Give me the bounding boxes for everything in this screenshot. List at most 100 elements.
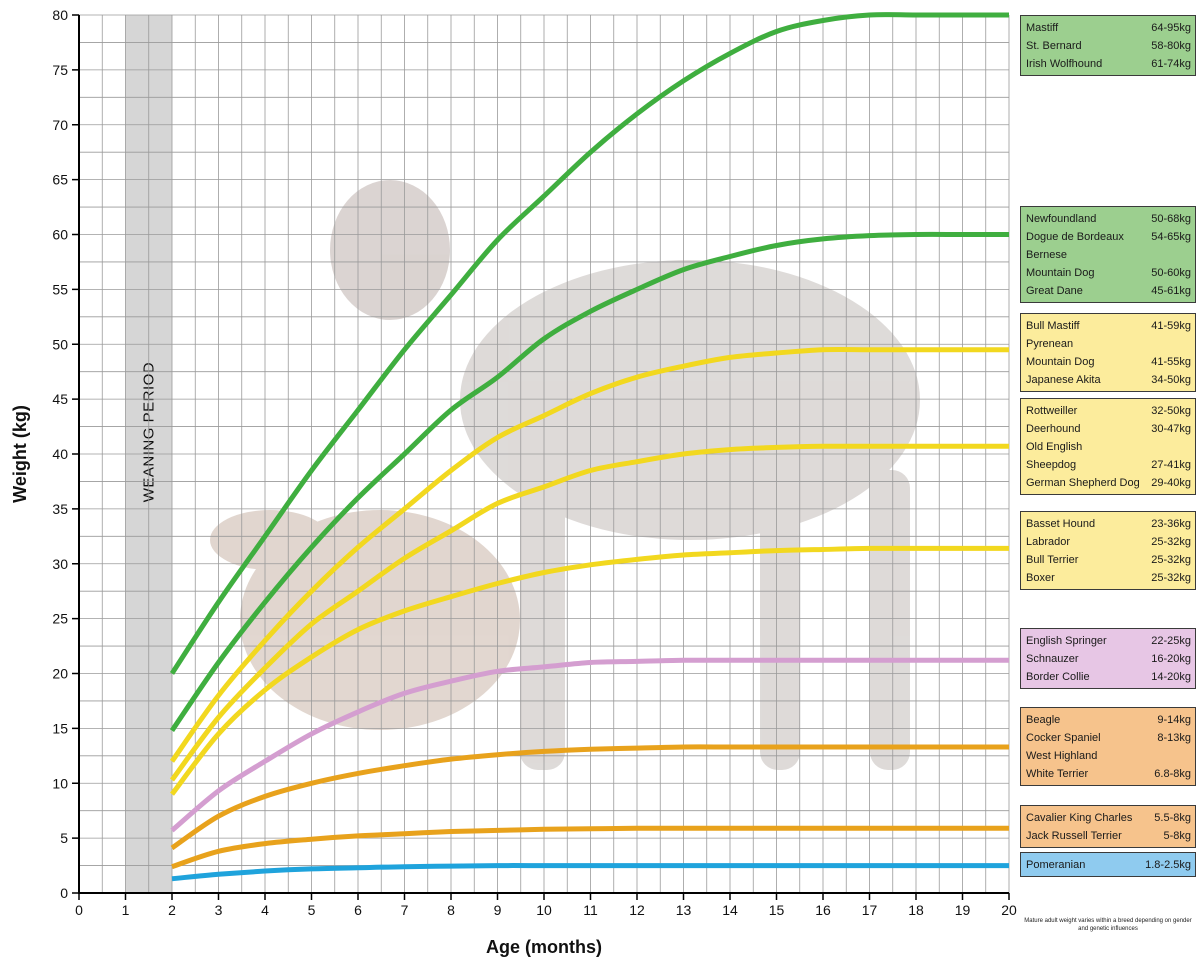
growth-curve-8	[171, 825, 1009, 870]
breed-row: Cavalier King Charles 5.5-8kg	[1026, 809, 1191, 827]
y-tick-label: 75	[52, 62, 68, 78]
x-tick-label: 13	[676, 902, 692, 918]
breed-name: Mastiff	[1026, 22, 1059, 34]
breed-name: West Highland	[1026, 750, 1098, 762]
breed-row: Schnauzer 16-20kg	[1026, 650, 1191, 668]
breed-name: Great Dane	[1026, 285, 1083, 297]
great-dane-body	[460, 260, 920, 540]
breed-group-box: Newfoundland 50-68kg Dogue de Bordeaux 54-6…	[1020, 206, 1196, 303]
breed-row: Great Dane 45-61kg	[1026, 282, 1191, 300]
breed-weight-range: 27-41kg	[1151, 459, 1191, 471]
breed-name: German Shepherd Dog	[1026, 477, 1140, 489]
breed-weight-range: 50-68kg	[1151, 213, 1191, 225]
breed-row: Pomeranian 1.8-2.5kg	[1026, 856, 1191, 874]
great-dane-leg	[520, 460, 565, 770]
breed-row: Mountain Dog 50-60kg	[1026, 264, 1191, 282]
x-tick-label: 0	[75, 902, 83, 918]
breed-weight-range: 22-25kg	[1151, 635, 1191, 647]
breed-name: Rottweiller	[1026, 405, 1078, 417]
growth-curve-1	[169, 12, 1009, 675]
breed-name: Old English	[1026, 441, 1083, 453]
breed-name: Mountain Dog	[1026, 356, 1095, 368]
y-tick-label: 70	[52, 117, 68, 133]
breed-weight-range: 6.8-8kg	[1154, 768, 1191, 780]
y-tick-label: 25	[52, 611, 68, 627]
breed-row: Rottweiller 32-50kg	[1026, 402, 1191, 420]
breed-name: Cocker Spaniel	[1026, 732, 1101, 744]
breed-group-box: Beagle 9-14kg Cocker Spaniel 8-13kg West Hig…	[1020, 707, 1196, 786]
y-tick-label: 30	[52, 556, 68, 572]
breed-row: Irish Wolfhound 61-74kg	[1026, 55, 1191, 73]
x-tick-label: 12	[629, 902, 645, 918]
y-tick-label: 80	[52, 7, 68, 23]
growth-curve-5	[170, 545, 1009, 796]
y-tick-label: 15	[52, 720, 68, 736]
breed-weight-range: 64-95kg	[1151, 22, 1191, 34]
y-axis-title: Weight (kg)	[10, 405, 30, 503]
y-tick-label: 65	[52, 172, 68, 188]
breed-weight-range: 1.8-2.5kg	[1145, 859, 1191, 871]
growth-curve-3	[169, 346, 1009, 763]
breed-row: Boxer 25-32kg	[1026, 569, 1191, 587]
y-tick-label: 40	[52, 446, 68, 462]
breed-row: Dogue de Bordeaux 54-65kg	[1026, 228, 1191, 246]
breed-row: English Springer 22-25kg	[1026, 632, 1191, 650]
x-tick-label: 11	[583, 902, 598, 918]
breed-weight-range: 41-59kg	[1151, 320, 1191, 332]
x-axis-title: Age (months)	[486, 937, 602, 957]
breed-name: Labrador	[1026, 536, 1071, 548]
x-tick-label: 9	[494, 902, 502, 918]
x-tick-label: 14	[722, 902, 738, 918]
breed-row: Labrador 25-32kg	[1026, 533, 1191, 551]
breed-name: Sheepdog	[1026, 459, 1077, 471]
growth-curve-2	[169, 231, 1009, 733]
y-tick-label: 5	[60, 830, 68, 846]
breed-name: Jack Russell Terrier	[1026, 830, 1122, 842]
dog-photo-background	[210, 180, 920, 770]
breed-name: White Terrier	[1026, 768, 1089, 780]
breed-name: Mountain Dog	[1026, 267, 1095, 279]
spaniel-ear	[210, 510, 330, 570]
great-dane-leg	[870, 470, 910, 770]
x-tick-label: 19	[955, 902, 971, 918]
breed-weight-range: 25-32kg	[1151, 572, 1191, 584]
breed-weight-range: 45-61kg	[1151, 285, 1191, 297]
x-tick-label: 15	[769, 902, 785, 918]
breed-weight-range: 54-65kg	[1151, 231, 1191, 243]
breed-row: Basset Hound 23-36kg	[1026, 515, 1191, 533]
y-tick-label: 20	[52, 666, 68, 682]
y-tick-label: 50	[52, 336, 68, 352]
breed-group-box: Bull Mastiff 41-59kg Pyrenean Mountain Dog 4…	[1020, 313, 1196, 392]
breed-name: Cavalier King Charles	[1026, 812, 1133, 824]
breed-weight-range: 29-40kg	[1151, 477, 1191, 489]
breed-weight-range: 5.5-8kg	[1154, 812, 1191, 824]
weight-footnote: Mature adult weight varies within a bree…	[1024, 918, 1192, 932]
breed-name: Bull Mastiff	[1026, 320, 1080, 332]
breed-name: Beagle	[1026, 714, 1061, 726]
breed-name: Dogue de Bordeaux	[1026, 231, 1124, 243]
breed-row: White Terrier 6.8-8kg	[1026, 765, 1191, 783]
weaning-period-label: WEANING PERIOD	[141, 362, 158, 502]
y-tick-label: 0	[60, 885, 68, 901]
x-tick-label: 7	[401, 902, 409, 918]
breed-row: German Shepherd Dog 29-40kg	[1026, 474, 1191, 492]
y-tick-label: 55	[52, 281, 68, 297]
breed-row: Border Collie 14-20kg	[1026, 668, 1191, 686]
breed-weight-range: 14-20kg	[1151, 671, 1191, 683]
breed-weight-range: 9-14kg	[1157, 714, 1191, 726]
breed-row: Mastiff 64-95kg	[1026, 19, 1191, 37]
breed-weight-range: 58-80kg	[1151, 40, 1191, 52]
breed-group-box: Mastiff 64-95kg St. Bernard 58-80kg Irish Wo…	[1020, 15, 1196, 76]
x-tick-label: 1	[122, 902, 130, 918]
breed-row: Old English	[1026, 438, 1191, 456]
breed-name: St. Bernard	[1026, 40, 1082, 52]
breed-group-box: Rottweiller 32-50kg Deerhound 30-47kg Old En…	[1020, 398, 1196, 495]
y-tick-label: 60	[52, 227, 68, 243]
breed-weight-range: 8-13kg	[1157, 732, 1191, 744]
breed-weight-range: 30-47kg	[1151, 423, 1191, 435]
y-tick-label: 35	[52, 501, 68, 517]
breed-row: Mountain Dog 41-55kg	[1026, 353, 1191, 371]
great-dane-head	[330, 180, 450, 320]
breed-name: Border Collie	[1026, 671, 1090, 683]
